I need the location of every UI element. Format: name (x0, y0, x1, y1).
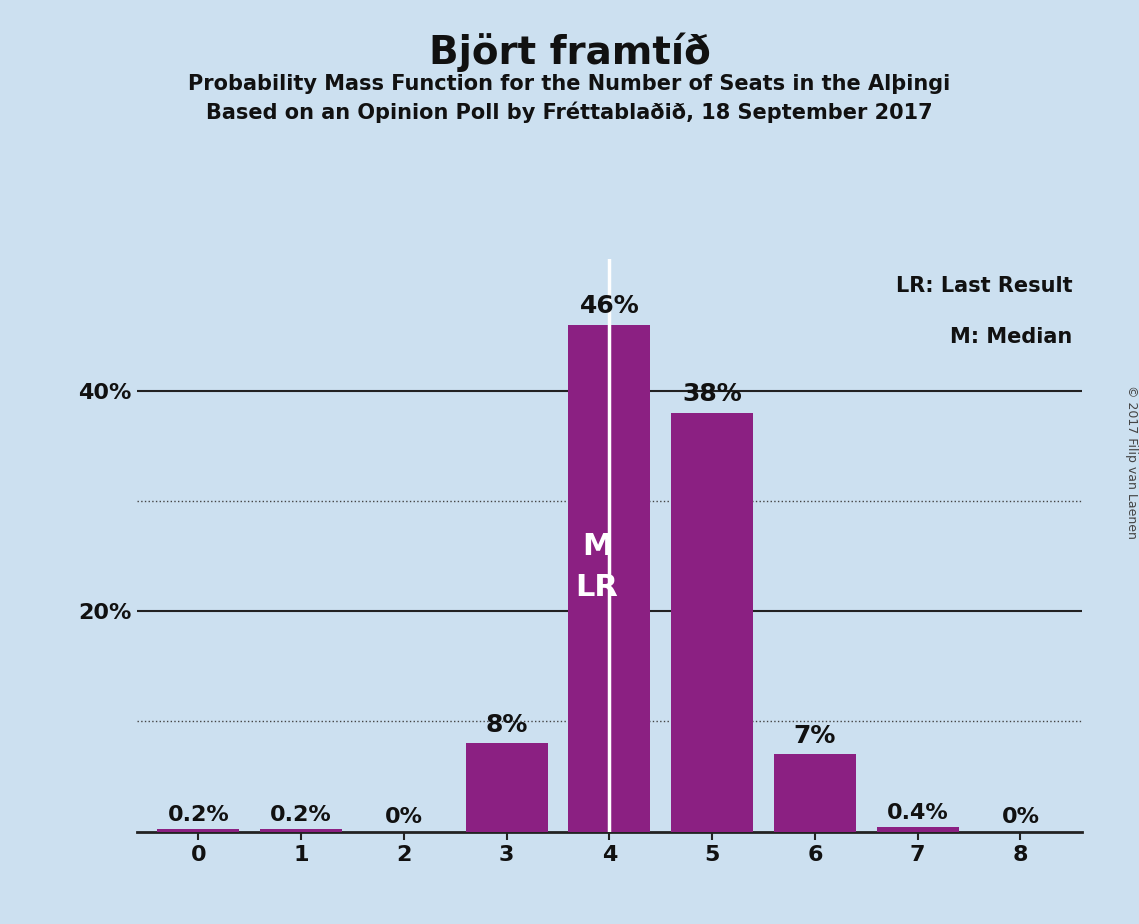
Text: LR: Last Result: LR: Last Result (896, 276, 1073, 296)
Text: © 2017 Filip van Laenen: © 2017 Filip van Laenen (1124, 385, 1138, 539)
Text: 0%: 0% (385, 808, 423, 827)
Text: Probability Mass Function for the Number of Seats in the Alþingi: Probability Mass Function for the Number… (188, 74, 951, 94)
Text: 0.2%: 0.2% (270, 805, 331, 825)
Text: Based on an Opinion Poll by Fréttablaðið, 18 September 2017: Based on an Opinion Poll by Fréttablaðið… (206, 102, 933, 123)
Text: M
LR: M LR (575, 532, 618, 602)
Text: 46%: 46% (580, 294, 639, 318)
Text: 0.4%: 0.4% (887, 803, 949, 822)
Text: 8%: 8% (485, 712, 527, 736)
Bar (260, 830, 342, 832)
Text: 0%: 0% (1001, 808, 1040, 827)
Bar (568, 325, 650, 832)
Bar (157, 830, 239, 832)
Bar (773, 755, 857, 832)
Text: M: Median: M: Median (950, 327, 1073, 347)
Bar (877, 827, 959, 832)
Text: 7%: 7% (794, 723, 836, 748)
Text: 0.2%: 0.2% (167, 805, 229, 825)
Text: 38%: 38% (682, 383, 741, 407)
Text: Björt framtíð: Björt framtíð (428, 32, 711, 72)
Bar (671, 413, 753, 832)
Bar (466, 744, 548, 832)
